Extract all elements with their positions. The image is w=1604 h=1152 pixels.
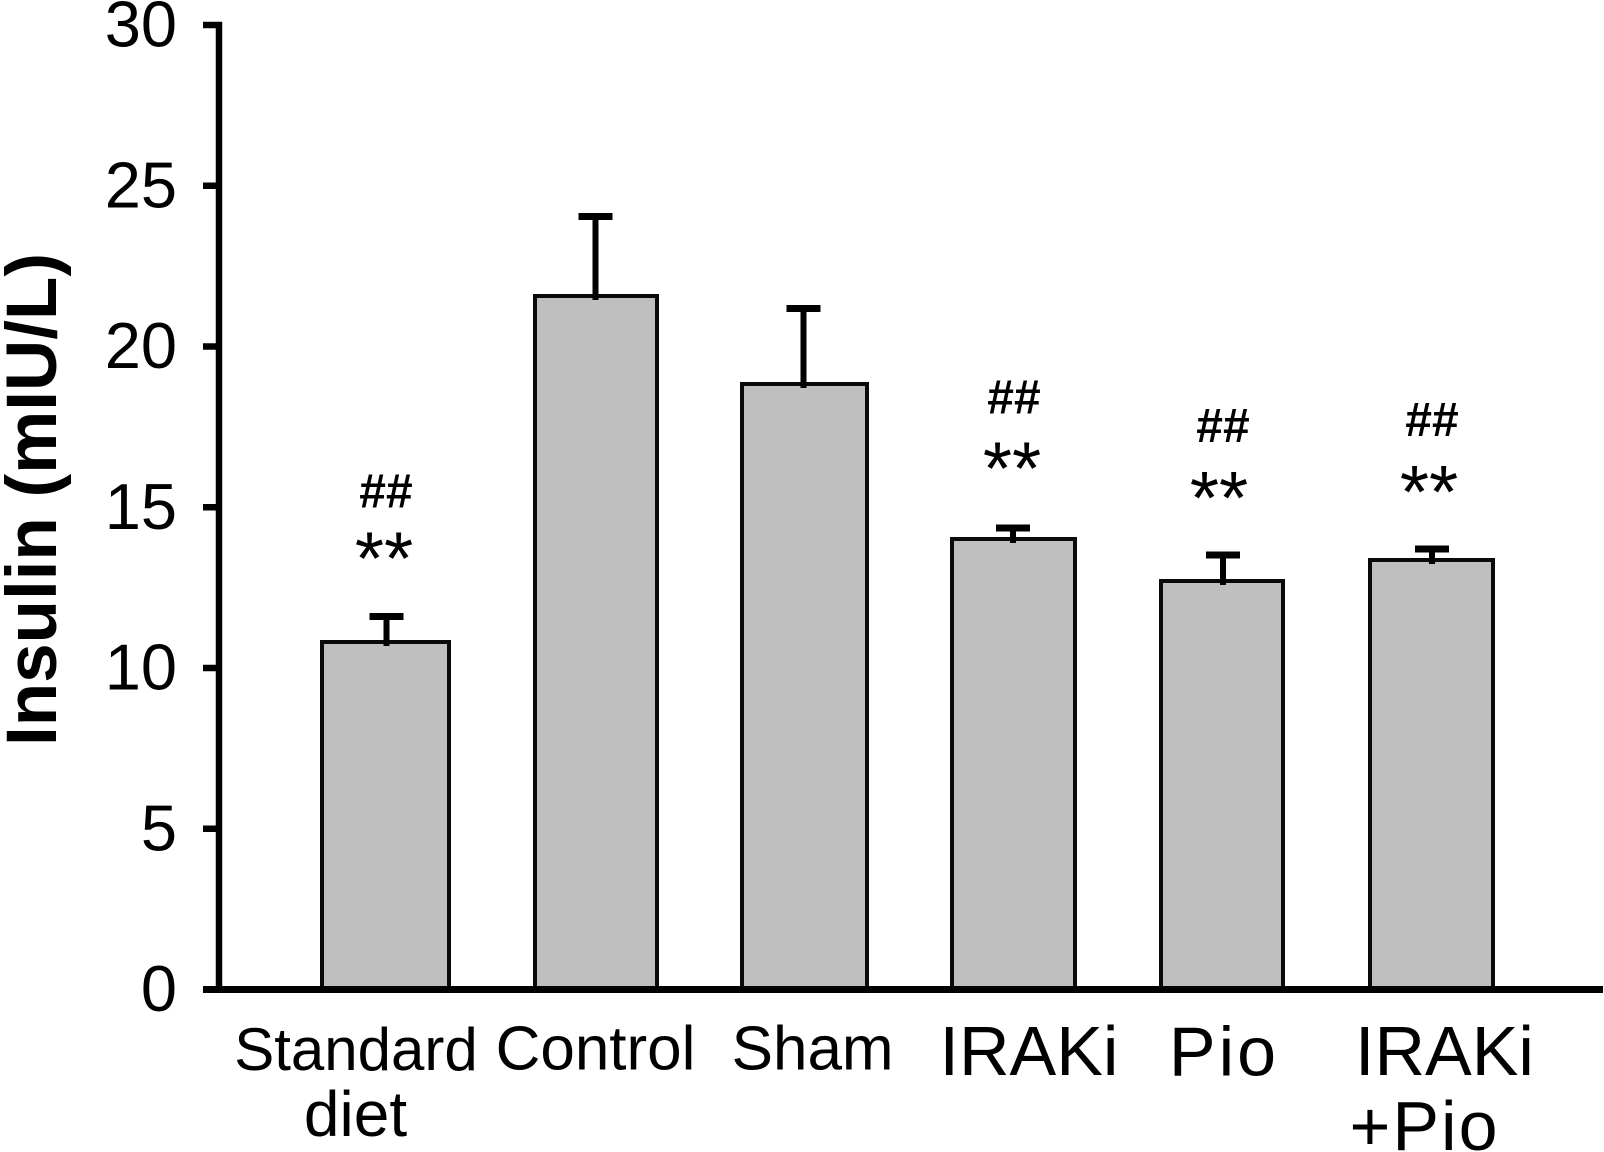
svg-text:**: ** bbox=[1400, 450, 1458, 534]
svg-text:IRAKi: IRAKi bbox=[1355, 1012, 1534, 1090]
svg-text:0: 0 bbox=[141, 952, 177, 1025]
svg-text:10: 10 bbox=[105, 631, 177, 704]
svg-text:20: 20 bbox=[105, 309, 177, 382]
svg-text:##: ## bbox=[1405, 394, 1458, 447]
svg-text:##: ## bbox=[987, 372, 1040, 425]
svg-text:Sham: Sham bbox=[732, 1015, 894, 1084]
svg-text:15: 15 bbox=[105, 470, 177, 543]
svg-text:25: 25 bbox=[105, 148, 177, 221]
svg-text:**: ** bbox=[1190, 456, 1248, 540]
svg-text:diet: diet bbox=[304, 1078, 407, 1150]
svg-text:5: 5 bbox=[141, 791, 177, 864]
svg-text:Pio: Pio bbox=[1169, 1013, 1279, 1091]
svg-text:30: 30 bbox=[105, 0, 177, 61]
svg-text:Control: Control bbox=[496, 1015, 696, 1084]
svg-text:IRAKi: IRAKi bbox=[940, 1012, 1119, 1090]
svg-text:##: ## bbox=[1196, 400, 1249, 453]
svg-text:Standard: Standard bbox=[234, 1016, 478, 1083]
svg-text:Insulin (mIU/L): Insulin (mIU/L) bbox=[0, 253, 72, 746]
svg-text:**: ** bbox=[983, 427, 1041, 511]
svg-text:##: ## bbox=[359, 466, 412, 519]
svg-text:**: ** bbox=[355, 517, 413, 601]
svg-text:+Pio: +Pio bbox=[1349, 1087, 1499, 1152]
